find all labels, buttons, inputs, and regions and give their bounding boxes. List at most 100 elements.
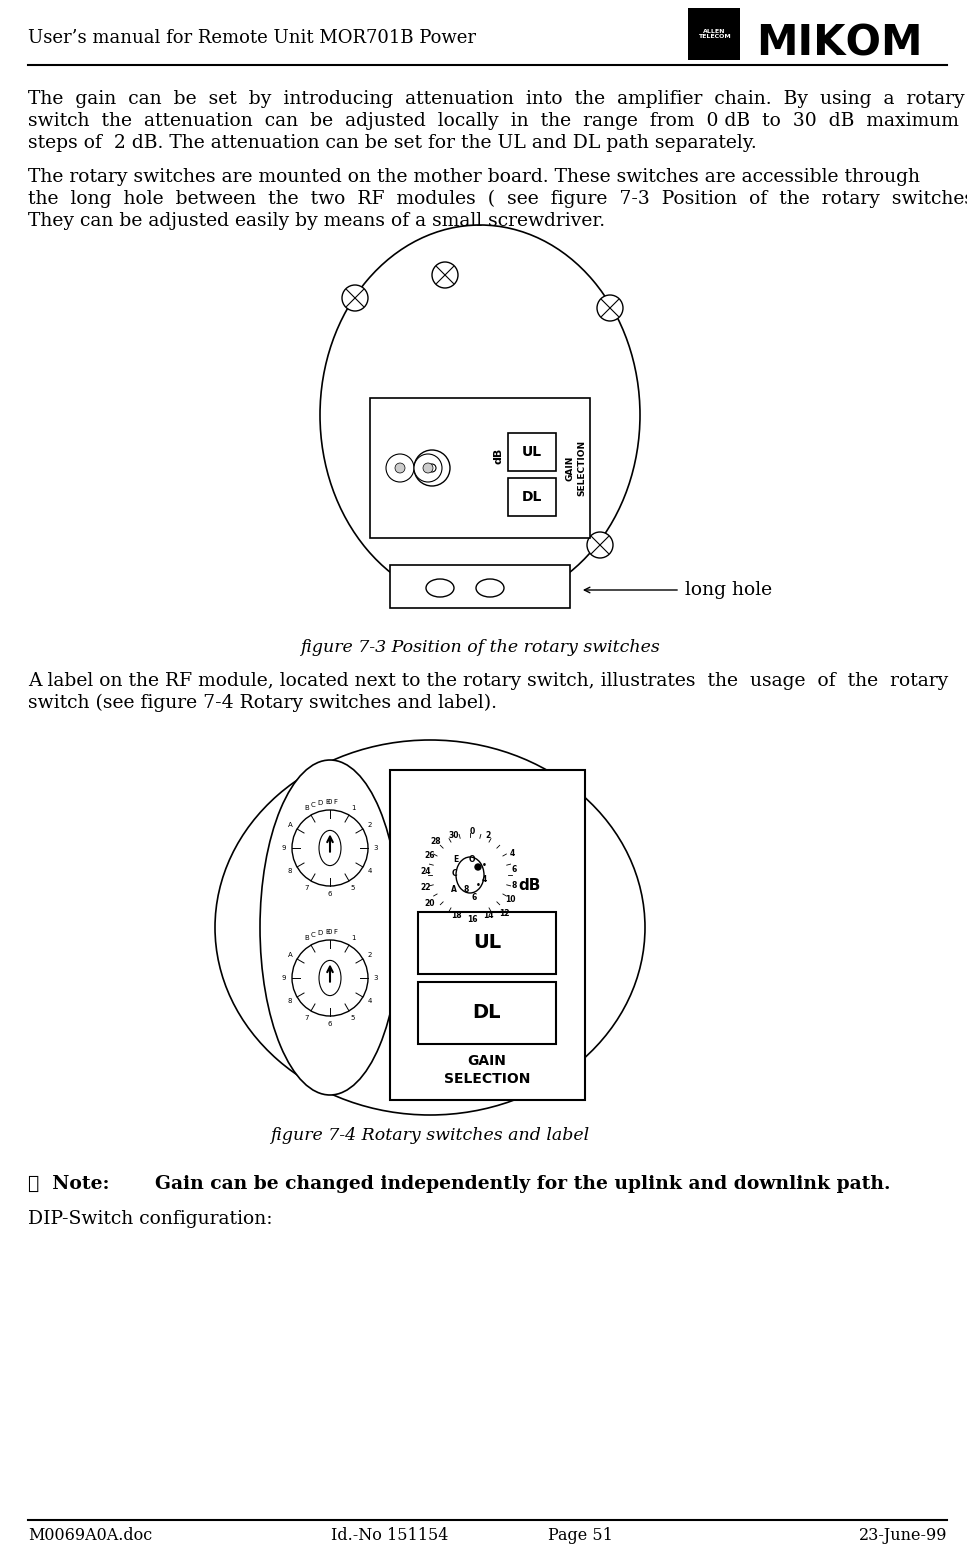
Text: They can be adjusted easily by means of a small screwdriver.: They can be adjusted easily by means of … — [28, 211, 605, 230]
Text: DIP-Switch configuration:: DIP-Switch configuration: — [28, 1211, 273, 1228]
Circle shape — [428, 465, 436, 472]
Text: C: C — [310, 802, 315, 808]
Text: 4: 4 — [510, 848, 514, 858]
Text: Id.-No 151154: Id.-No 151154 — [332, 1528, 449, 1545]
Bar — [418, 912, 556, 974]
Circle shape — [292, 810, 368, 886]
Text: B: B — [305, 805, 309, 811]
Text: ☟  Note:: ☟ Note: — [28, 1175, 109, 1193]
Text: 4: 4 — [367, 869, 372, 873]
Text: long hole: long hole — [685, 581, 772, 598]
Text: 23-June-99: 23-June-99 — [859, 1528, 947, 1545]
Text: dB: dB — [493, 448, 503, 465]
Text: ALLEN
TELECOM: ALLEN TELECOM — [697, 28, 730, 39]
Text: A: A — [288, 953, 293, 957]
Text: B: B — [305, 936, 309, 942]
Text: 6: 6 — [512, 864, 516, 873]
Bar — [370, 398, 590, 538]
Text: 2: 2 — [367, 822, 372, 828]
Text: steps of  2 dB. The attenuation can be set for the UL and DL path separately.: steps of 2 dB. The attenuation can be se… — [28, 134, 757, 152]
Text: DL: DL — [473, 1004, 501, 1023]
Text: 8: 8 — [288, 998, 292, 1004]
Text: 5: 5 — [351, 1015, 355, 1021]
Text: 2: 2 — [485, 830, 490, 839]
Ellipse shape — [260, 760, 400, 1096]
Text: C: C — [452, 869, 456, 878]
Text: •: • — [482, 861, 486, 870]
Text: 0: 0 — [328, 929, 333, 936]
Text: dB: dB — [519, 878, 542, 892]
Text: User’s manual for Remote Unit MOR701B Power: User’s manual for Remote Unit MOR701B Po… — [28, 30, 476, 47]
Text: 16: 16 — [467, 914, 478, 923]
Text: 9: 9 — [281, 845, 286, 852]
Circle shape — [475, 864, 481, 870]
Ellipse shape — [426, 580, 454, 597]
Ellipse shape — [456, 856, 484, 894]
Text: The  gain  can  be  set  by  introducing  attenuation  into  the  amplifier  cha: The gain can be set by introducing atten… — [28, 90, 965, 107]
Text: UL: UL — [522, 444, 542, 458]
Text: C: C — [310, 932, 315, 939]
Circle shape — [414, 454, 442, 482]
Text: 8: 8 — [463, 884, 469, 894]
Text: 4: 4 — [367, 998, 372, 1004]
Text: E: E — [326, 799, 330, 805]
Text: A: A — [451, 884, 457, 894]
Text: switch (see figure 7-4 Rotary switches and label).: switch (see figure 7-4 Rotary switches a… — [28, 695, 497, 712]
Text: 0: 0 — [469, 827, 475, 836]
Bar — [390, 566, 570, 608]
Circle shape — [423, 463, 433, 472]
Text: 1: 1 — [351, 936, 355, 942]
Text: Page 51: Page 51 — [547, 1528, 612, 1545]
Text: figure 7-3 Position of the rotary switches: figure 7-3 Position of the rotary switch… — [300, 640, 659, 656]
Text: GAIN
SELECTION: GAIN SELECTION — [566, 440, 586, 496]
Text: D: D — [318, 800, 323, 807]
Text: 20: 20 — [425, 898, 435, 908]
Text: A: A — [288, 822, 293, 828]
Circle shape — [395, 463, 405, 472]
Circle shape — [414, 451, 450, 486]
Text: 12: 12 — [499, 909, 510, 917]
Circle shape — [386, 454, 414, 482]
Text: 10: 10 — [505, 895, 515, 903]
Text: 26: 26 — [425, 850, 435, 859]
Text: 6: 6 — [328, 890, 333, 897]
Text: The rotary switches are mounted on the mother board. These switches are accessib: The rotary switches are mounted on the m… — [28, 168, 920, 186]
Text: the  long  hole  between  the  two  RF  modules  (  see  figure  7-3  Position  : the long hole between the two RF modules… — [28, 190, 967, 208]
Text: A label on the RF module, located next to the rotary switch, illustrates  the  u: A label on the RF module, located next t… — [28, 671, 949, 690]
Circle shape — [587, 531, 613, 558]
Text: 2: 2 — [367, 953, 372, 957]
Circle shape — [432, 263, 458, 287]
Text: UL: UL — [473, 934, 501, 953]
Ellipse shape — [319, 830, 341, 866]
Text: M0069A0A.doc: M0069A0A.doc — [28, 1528, 152, 1545]
Text: 18: 18 — [451, 911, 461, 920]
Text: O: O — [469, 855, 475, 864]
Text: F: F — [334, 799, 337, 805]
Text: 4: 4 — [482, 875, 486, 884]
Bar — [508, 434, 556, 471]
Text: 22: 22 — [421, 883, 431, 892]
Text: 0: 0 — [328, 799, 333, 805]
Text: 8: 8 — [288, 869, 292, 873]
Bar — [390, 769, 585, 1100]
Text: 1: 1 — [351, 805, 355, 811]
Bar — [418, 982, 556, 1044]
Text: 3: 3 — [374, 974, 378, 981]
Text: MIKΟM: MIKΟM — [756, 23, 923, 65]
Text: switch  the  attenuation  can  be  adjusted  locally  in  the  range  from  0 dB: switch the attenuation can be adjusted l… — [28, 112, 967, 131]
Ellipse shape — [476, 580, 504, 597]
Ellipse shape — [215, 740, 645, 1116]
Text: Gain can be changed independently for the uplink and downlink path.: Gain can be changed independently for th… — [155, 1175, 891, 1193]
Text: 6: 6 — [471, 892, 477, 901]
Text: •: • — [476, 881, 481, 889]
Text: 7: 7 — [305, 884, 309, 890]
Circle shape — [292, 940, 368, 1016]
Text: 24: 24 — [421, 867, 431, 875]
Circle shape — [597, 295, 623, 322]
Text: 30: 30 — [449, 830, 459, 839]
Text: 9: 9 — [281, 974, 286, 981]
Text: 14: 14 — [483, 911, 493, 920]
Text: 5: 5 — [351, 884, 355, 890]
Circle shape — [342, 284, 368, 311]
Text: GAIN
SELECTION: GAIN SELECTION — [444, 1054, 530, 1086]
